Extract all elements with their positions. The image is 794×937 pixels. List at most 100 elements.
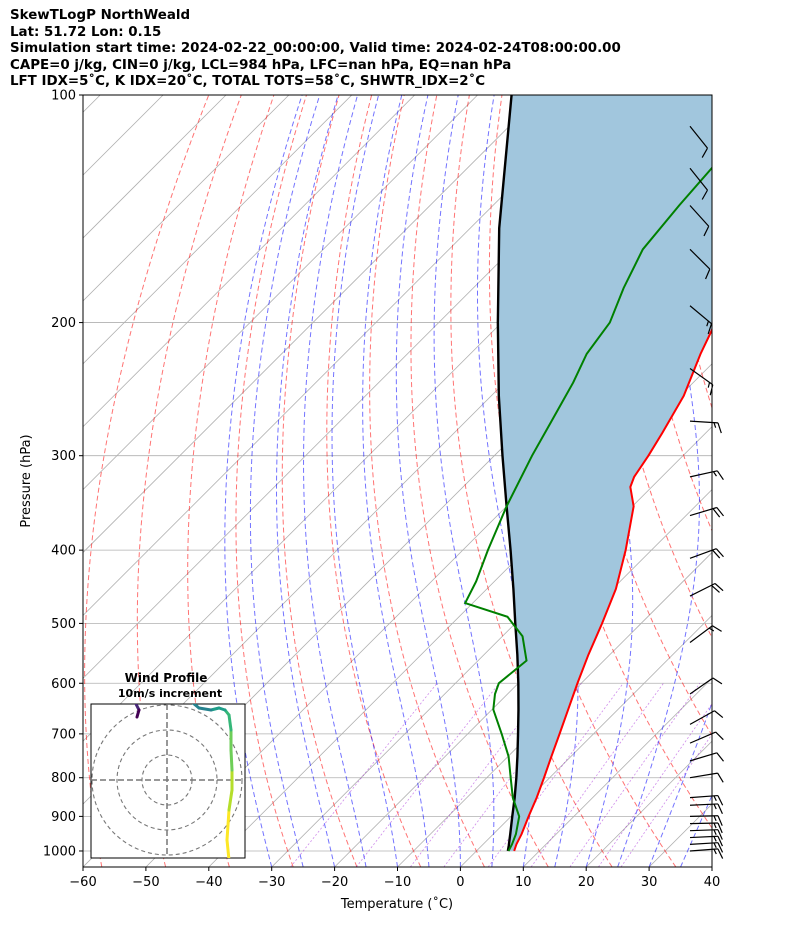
wind-barb: [689, 205, 710, 237]
barb-flag: [712, 549, 721, 559]
x-tick-label: 0: [456, 875, 464, 890]
isotherm-line: [83, 95, 290, 302]
wind-barb: [689, 822, 723, 834]
wind-barb: [689, 731, 724, 744]
barb-flag: [717, 772, 724, 783]
hodograph-segment: [229, 748, 234, 772]
isotherm-line: [83, 95, 101, 113]
barb-flag: [701, 189, 709, 200]
wind-barb: [689, 582, 724, 597]
wind-barb: [689, 829, 723, 840]
time-line: Simulation start time: 2024-02-22_00:00:…: [10, 41, 621, 57]
moist-adiabat: [362, 95, 430, 867]
hodograph-segment: [225, 838, 231, 858]
barb-staff: [689, 829, 719, 832]
dry-adiabat: [369, 95, 485, 867]
barb-flag: [703, 226, 710, 237]
barb-staff: [689, 420, 718, 424]
barb-half-flag: [713, 815, 717, 822]
isotherm-line: [83, 95, 227, 239]
profile-lines: [463, 95, 712, 852]
barb-flag: [717, 795, 724, 806]
barb-staff: [689, 752, 717, 762]
barb-staff: [689, 248, 711, 270]
wind-barb: [689, 470, 724, 481]
moist-adiabat: [711, 865, 712, 867]
dry-adiabat: [187, 95, 275, 867]
barb-staff: [689, 677, 714, 695]
barb-flag: [716, 507, 724, 517]
wind-barb: [689, 815, 723, 826]
barb-staff: [689, 772, 718, 779]
hodograph-segment: [197, 706, 213, 712]
barb-half-flag: [707, 382, 711, 388]
barb-flag: [717, 836, 723, 847]
wind-barb: [689, 710, 724, 725]
barb-staff: [689, 835, 718, 839]
moist-adiabat: [648, 701, 712, 867]
chart-title: SkewTLogP NorthWeald: [10, 8, 191, 23]
barb-staff: [689, 470, 718, 478]
temperature-line: [513, 327, 712, 852]
wind-barb: [689, 506, 724, 518]
isotherm-line: [83, 95, 415, 428]
wind-barb: [689, 248, 711, 280]
wind-barb: [689, 625, 722, 644]
wind-barbs: [689, 125, 724, 859]
x-tick-label: −30: [258, 875, 285, 890]
moist-adiabat: [617, 95, 700, 867]
isotherm-line: [83, 95, 541, 554]
barb-staff: [689, 710, 715, 725]
dry-adiabat: [450, 95, 613, 867]
barb-staff: [689, 731, 716, 744]
barb-flag: [715, 731, 724, 741]
barb-flag: [714, 710, 724, 719]
y-tick-label: 500: [51, 617, 76, 632]
barb-staff: [689, 815, 719, 817]
moist-adiabat: [743, 95, 794, 867]
x-tick-label: −10: [384, 875, 411, 890]
barb-staff: [689, 625, 713, 644]
barb-flag: [712, 508, 721, 518]
location-line: Lat: 51.72 Lon: 0.15: [10, 24, 162, 40]
barb-half-flag: [713, 422, 717, 428]
barb-staff: [689, 367, 714, 386]
inset-content: [91, 704, 245, 858]
moist-adiabat: [680, 794, 712, 867]
index-line: LFT IDX=5˚C, K IDX=20˚C, TOTAL TOTS=58˚C…: [10, 74, 486, 90]
barb-staff: [689, 167, 708, 191]
x-tick-label: 10: [515, 875, 532, 890]
isotherm-line: [334, 489, 712, 867]
mixing-ratio-line: [569, 683, 701, 867]
barb-flag: [705, 268, 711, 280]
barb-flag: [701, 147, 709, 158]
wind-barb: [689, 420, 722, 434]
hodograph-segment: [227, 713, 233, 732]
barb-flag: [711, 584, 720, 593]
barb-staff: [689, 822, 719, 825]
barb-flag: [707, 323, 713, 335]
moist-adiabat: [224, 95, 303, 867]
dry-adiabat: [730, 95, 794, 867]
isotherm-line: [460, 614, 712, 867]
x-tick-label: −40: [195, 875, 222, 890]
wind-barb: [689, 125, 709, 158]
y-tick-label: 200: [51, 316, 76, 331]
hodograph-segment: [227, 788, 234, 812]
barb-half-flag: [712, 471, 717, 477]
wind-barb: [689, 835, 723, 847]
wind-barb: [689, 803, 723, 815]
barb-staff: [689, 848, 718, 852]
barb-flag: [717, 848, 724, 859]
x-axis-label: Temperature (˚C): [340, 896, 453, 912]
wind-barb: [689, 305, 713, 335]
barb-staff: [689, 794, 718, 799]
isotherm-line: [523, 677, 712, 867]
barb-flag: [717, 822, 723, 834]
hodograph-segment: [225, 808, 231, 842]
barb-flag: [712, 625, 722, 632]
x-tick-label: −20: [321, 875, 348, 890]
isotherm-line: [83, 95, 604, 616]
y-tick-label: 400: [51, 544, 76, 559]
